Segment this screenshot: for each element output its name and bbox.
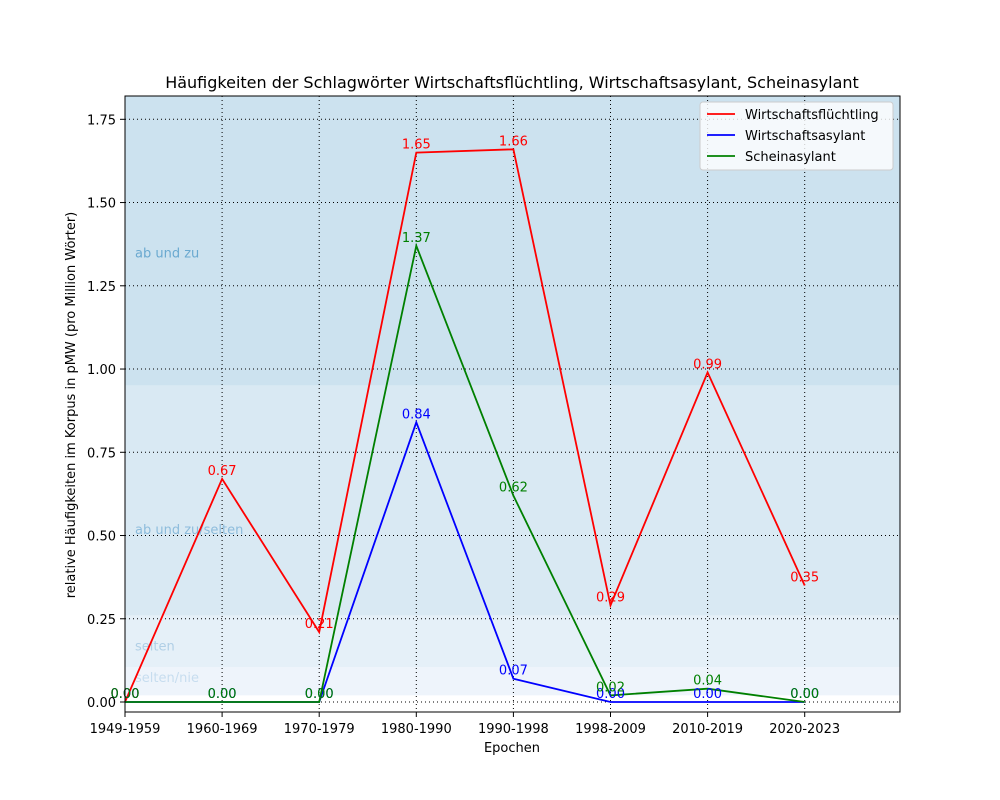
legend-frame — [699, 101, 894, 171]
data-label-1-6: 0.00 — [693, 687, 722, 702]
y-tick-label-3: 0.75 — [87, 446, 116, 461]
frequency-bands: ab und zu ab und zu/selten selten selten/ni… — [125, 96, 900, 696]
series-line-0 — [124, 148, 806, 703]
y-tick-label-2: 0.50 — [87, 530, 116, 545]
x-tick-label-2: 1970-1979 — [284, 722, 355, 737]
data-label-1-5: 0.00 — [596, 687, 625, 702]
band-1 — [125, 385, 900, 616]
data-label-0-2: 0.21 — [305, 617, 334, 632]
data-label-2-4: 0.62 — [499, 481, 528, 496]
y-tick-label-4: 1.00 — [87, 363, 116, 378]
y-tick-label-1: 0.25 — [87, 613, 116, 628]
x-tick-label-6: 2010-2019 — [672, 722, 743, 737]
data-label-1-2: 0.00 — [305, 687, 334, 702]
legend-label-1: Wirtschaftsasylant — [745, 129, 865, 144]
series-line-2 — [125, 242, 805, 703]
band-label-0: ab und zu — [135, 246, 199, 261]
data-label-1-4: 0.07 — [499, 664, 528, 679]
x-tick-label-4: 1990-1998 — [478, 722, 549, 737]
data-label-2-2: 0.00 — [305, 687, 334, 702]
data-label-0-4: 1.66 — [499, 134, 528, 149]
x-tick-label-7: 2020-2023 — [769, 722, 840, 737]
data-label-2-6: 0.04 — [693, 674, 722, 689]
x-tick-label-3: 1980-1990 — [381, 722, 452, 737]
axes: 1949-1959 1960-1969 1970-1979 1980-1990 1990… — [87, 95, 901, 737]
data-label-2-5: 0.02 — [596, 680, 625, 695]
y-tick-label-6: 1.50 — [87, 197, 116, 212]
band-3 — [125, 667, 900, 696]
y-tick-label-0: 0.00 — [87, 696, 116, 711]
data-label-1-1: 0.00 — [208, 687, 237, 702]
series-lines — [124, 148, 806, 703]
data-label-0-7: 0.35 — [790, 570, 819, 585]
data-label-0-3: 1.65 — [402, 138, 431, 153]
band-label-1: ab und zu/selten — [135, 523, 243, 538]
data-label-1-3: 0.84 — [402, 407, 431, 422]
x-tick-label-5: 1998-2009 — [575, 722, 646, 737]
legend: Wirtschaftsflüchtling Wirtschaftsasylant S… — [699, 101, 894, 171]
data-label-2-3: 1.37 — [402, 231, 431, 246]
band-label-3: selten/nie — [135, 671, 199, 686]
data-label-0-6: 0.99 — [693, 357, 722, 372]
data-label-0-5: 0.29 — [596, 590, 625, 605]
data-label-2-1: 0.00 — [208, 687, 237, 702]
band-label-2: selten — [135, 639, 175, 654]
legend-label-2: Scheinasylant — [745, 150, 836, 165]
y-tick-label-7: 1.75 — [87, 113, 116, 128]
legend-label-0: Wirtschaftsflüchtling — [745, 108, 879, 123]
x-axis-label: Epochen — [484, 741, 540, 756]
x-tick-label-1: 1960-1969 — [187, 722, 258, 737]
chart-title: Häufigkeiten der Schlagwörter Wirtschaft… — [165, 73, 859, 92]
plot-frame — [124, 95, 901, 713]
band-2 — [125, 615, 900, 668]
data-label-0-1: 0.67 — [208, 464, 237, 479]
x-tick-label-0: 1949-1959 — [90, 722, 161, 737]
data-label-1-7: 0.00 — [790, 687, 819, 702]
data-label-2-7: 0.00 — [790, 687, 819, 702]
y-tick-label-5: 1.25 — [87, 280, 116, 295]
y-axis-label: relative Häufigkeiten im Korpus in pMW (… — [64, 212, 79, 599]
